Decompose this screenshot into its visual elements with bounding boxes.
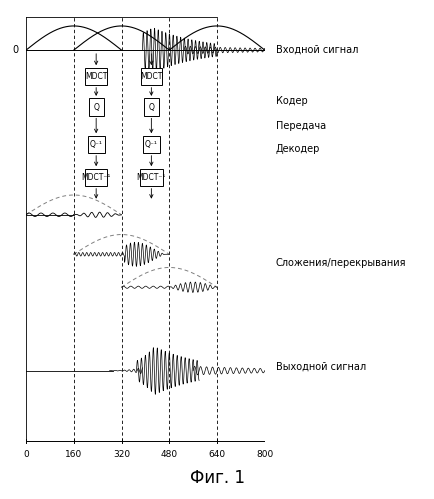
Text: 800: 800 (256, 450, 273, 459)
Text: Передача: Передача (276, 121, 326, 131)
FancyBboxPatch shape (141, 68, 162, 85)
Text: 640: 640 (208, 450, 226, 459)
Text: 320: 320 (113, 450, 130, 459)
Text: Q: Q (148, 103, 155, 112)
Text: 0: 0 (23, 450, 29, 459)
FancyBboxPatch shape (85, 68, 107, 85)
Text: Декодер: Декодер (276, 144, 320, 154)
Text: Сложения/перекрывания: Сложения/перекрывания (276, 258, 406, 268)
Text: MDCT⁻¹: MDCT⁻¹ (82, 173, 111, 182)
Text: Выходной сигнал: Выходной сигнал (276, 361, 366, 371)
FancyBboxPatch shape (144, 98, 159, 116)
Text: 480: 480 (161, 450, 178, 459)
Text: 160: 160 (65, 450, 82, 459)
FancyBboxPatch shape (140, 169, 163, 186)
FancyBboxPatch shape (89, 98, 104, 116)
Text: Кодер: Кодер (276, 96, 307, 106)
Text: Фиг. 1: Фиг. 1 (190, 469, 244, 487)
FancyBboxPatch shape (88, 136, 105, 153)
FancyBboxPatch shape (85, 169, 108, 186)
Text: Входной сигнал: Входной сигнал (276, 45, 358, 55)
Text: 0: 0 (13, 45, 19, 55)
Text: MDCT: MDCT (85, 72, 107, 81)
Text: Q: Q (93, 103, 99, 112)
FancyBboxPatch shape (143, 136, 160, 153)
Text: MDCT⁻¹: MDCT⁻¹ (137, 173, 166, 182)
Text: Q⁻¹: Q⁻¹ (145, 140, 158, 149)
Text: Q⁻¹: Q⁻¹ (90, 140, 102, 149)
Text: MDCT: MDCT (140, 72, 163, 81)
